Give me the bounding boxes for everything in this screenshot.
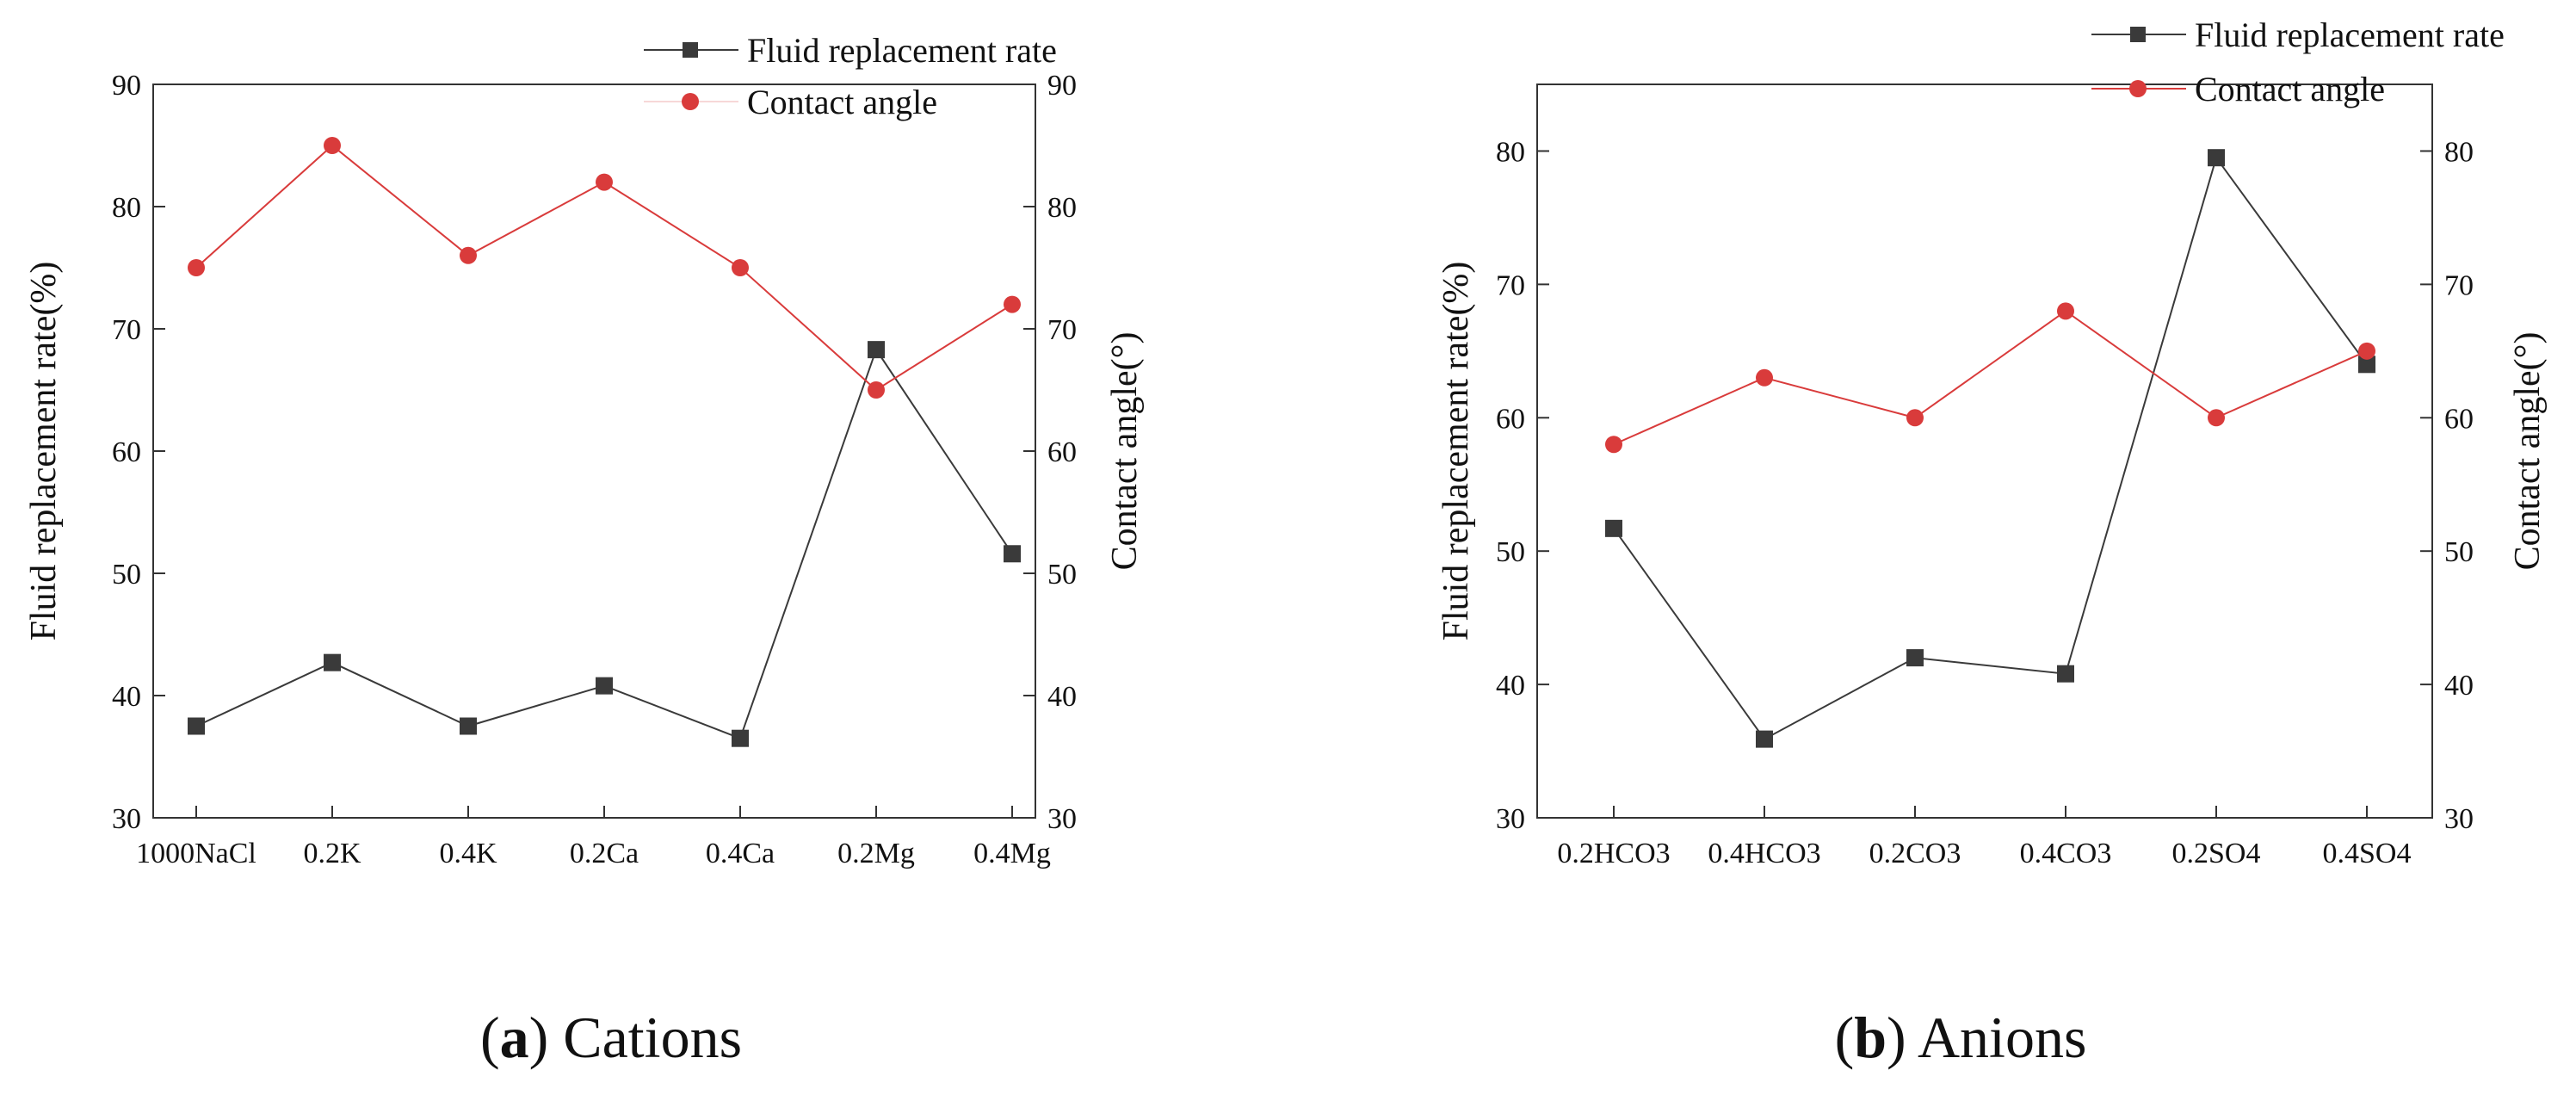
- legend-label-replacement: Fluid replacement rate: [2195, 15, 2505, 54]
- legend-label-replacement: Fluid replacement rate: [747, 31, 1057, 70]
- y-axis-title-left: Fluid replacement rate(%): [24, 262, 64, 641]
- series-line-replacement: [1613, 155, 2368, 740]
- x-tick-label: 0.4Ca: [706, 838, 775, 869]
- data-point-contact: [324, 137, 341, 154]
- data-point-replacement: [1605, 519, 1622, 537]
- y-tick-label-left: 70: [112, 314, 141, 346]
- x-tick-label: 0.2Ca: [570, 838, 639, 869]
- y-tick-label-left: 30: [112, 803, 141, 835]
- x-tick-label: 0.4HCO3: [1708, 838, 1820, 869]
- x-tick-label: 0.4CO3: [2020, 838, 2112, 869]
- data-point-replacement: [868, 341, 885, 359]
- y-tick-label-left: 40: [1496, 670, 1525, 702]
- x-tick-label: 0.2K: [303, 838, 361, 869]
- data-point-contact: [868, 381, 885, 399]
- data-point-contact: [1605, 436, 1622, 454]
- y-tick-label-right: 30: [1047, 803, 1077, 835]
- legend-marker-replacement: [2130, 27, 2146, 42]
- legend-marker-replacement: [683, 42, 698, 58]
- x-tick-label: 1000NaCl: [136, 838, 256, 869]
- y-tick-label-right: 70: [1047, 314, 1077, 346]
- data-point-contact: [1756, 368, 1773, 387]
- y-tick-label-left: 70: [1496, 269, 1525, 301]
- x-tick-label: 0.2HCO3: [1557, 838, 1670, 869]
- data-point-contact: [2208, 409, 2225, 427]
- y-axis-title-right: Contact angle(°): [2508, 332, 2548, 571]
- x-tick-label: 0.2Mg: [837, 838, 915, 869]
- data-point-replacement: [2057, 665, 2074, 683]
- x-tick-label: 0.4Mg: [973, 838, 1051, 869]
- y-tick-label-right: 70: [2444, 269, 2474, 301]
- x-tick-label: 0.2CO3: [1869, 838, 1961, 869]
- y-tick-label-right: 30: [2444, 803, 2474, 835]
- y-tick-label-left: 50: [112, 559, 141, 591]
- data-point-contact: [460, 246, 477, 264]
- legend-label-contact: Contact angle: [2195, 70, 2385, 108]
- y-tick-label-left: 80: [1496, 136, 1525, 168]
- y-tick-label-right: 60: [1047, 436, 1077, 468]
- caption-text: Cations: [563, 1005, 742, 1070]
- y-tick-label-left: 90: [112, 70, 141, 102]
- panel-cations: 30 40 50 60 70 80 90 30 40 50 60 70 80 90 1000NaCl 0.2K…: [24, 31, 1145, 1070]
- data-point-replacement: [596, 677, 613, 695]
- caption-letter: b: [1854, 1005, 1887, 1070]
- y-tick-label-left: 60: [1496, 403, 1525, 435]
- data-point-contact: [2358, 342, 2375, 360]
- data-point-contact: [732, 259, 749, 276]
- y-tick-label-right: 80: [2444, 136, 2474, 168]
- data-point-replacement: [188, 717, 205, 735]
- series-line-contact: [1613, 310, 2368, 446]
- legend-marker-contact: [2129, 80, 2147, 97]
- data-point-replacement: [460, 717, 477, 735]
- y-tick-label-right: 80: [1047, 192, 1077, 224]
- legend-marker-contact: [682, 93, 699, 110]
- legend: Fluid replacement rate Contact angle: [2091, 15, 2505, 108]
- data-point-replacement: [324, 653, 341, 671]
- data-point-contact: [188, 259, 205, 276]
- caption: (a) Cations: [480, 1005, 742, 1070]
- caption-text: Anions: [1918, 1005, 2086, 1070]
- y-tick-label-left: 40: [112, 681, 141, 713]
- y-tick-label-right: 40: [2444, 670, 2474, 702]
- data-point-replacement: [2208, 149, 2225, 167]
- data-point-contact: [596, 173, 613, 191]
- data-point-replacement: [1906, 649, 1924, 667]
- y-tick-label-right: 90: [1047, 70, 1077, 102]
- y-tick-label-left: 50: [1496, 536, 1525, 568]
- y-axis-title-right: Contact angle(°): [1105, 332, 1145, 571]
- data-point-replacement: [1756, 730, 1773, 748]
- caption: (b) Anions: [1835, 1005, 2087, 1070]
- data-point-replacement: [1004, 545, 1021, 563]
- data-point-contact: [2057, 302, 2074, 320]
- data-point-contact: [1004, 295, 1021, 313]
- plot-frame: [1536, 84, 2433, 819]
- data-point-replacement: [2358, 356, 2375, 374]
- y-tick-label-right: 60: [2444, 403, 2474, 435]
- legend: Fluid replacement rate Contact angle: [644, 31, 1057, 121]
- plot-frame: [152, 84, 1036, 819]
- panel-anions: 30 40 50 60 70 80 30 40 50 60 70 80 0.2HCO3 0.4HCO3 0.…: [1436, 15, 2548, 1070]
- data-point-contact: [1906, 409, 1924, 427]
- y-tick-label-right: 40: [1047, 681, 1077, 713]
- data-point-replacement: [732, 729, 749, 747]
- y-tick-label-left: 60: [112, 436, 141, 468]
- y-axis-title-left: Fluid replacement rate(%): [1436, 262, 1476, 641]
- caption-letter: a: [500, 1005, 529, 1070]
- legend-label-contact: Contact angle: [747, 83, 937, 121]
- y-tick-label-left: 30: [1496, 803, 1525, 835]
- y-tick-label-left: 80: [112, 192, 141, 224]
- x-tick-label: 0.2SO4: [2172, 838, 2261, 869]
- x-tick-label: 0.4SO4: [2323, 838, 2412, 869]
- y-tick-label-right: 50: [2444, 536, 2474, 568]
- x-tick-label: 0.4K: [439, 838, 497, 869]
- y-tick-label-right: 50: [1047, 559, 1077, 591]
